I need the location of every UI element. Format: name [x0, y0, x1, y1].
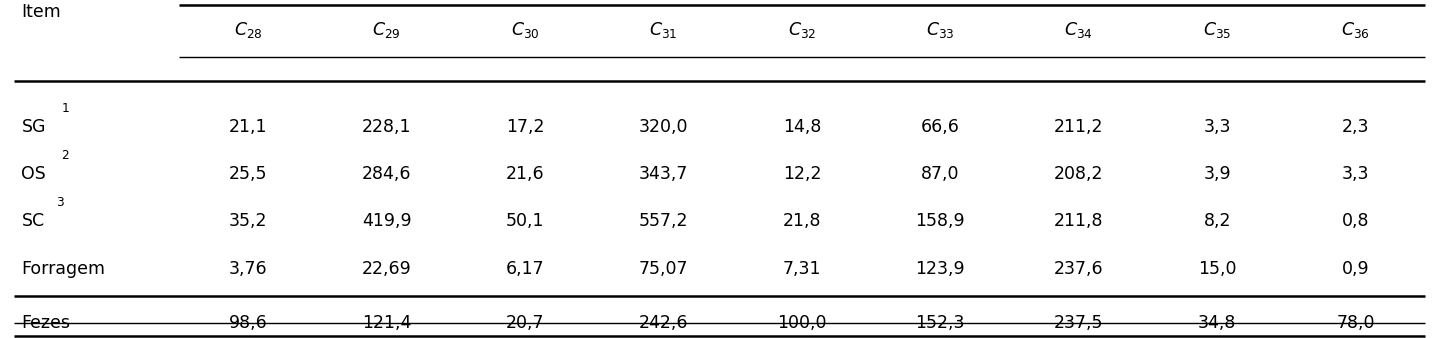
Text: 17,2: 17,2 [505, 118, 544, 136]
Text: 419,9: 419,9 [362, 212, 411, 231]
Text: 211,8: 211,8 [1054, 212, 1104, 231]
Text: $C_{34}$: $C_{34}$ [1064, 20, 1093, 41]
Text: SG: SG [21, 118, 46, 136]
Text: 557,2: 557,2 [639, 212, 689, 231]
Text: 0,8: 0,8 [1342, 212, 1369, 231]
Text: 21,1: 21,1 [229, 118, 268, 136]
Text: 123,9: 123,9 [915, 260, 965, 278]
Text: $C_{29}$: $C_{29}$ [372, 20, 401, 41]
Text: 50,1: 50,1 [505, 212, 544, 231]
Text: 3,3: 3,3 [1342, 165, 1369, 183]
Text: 21,6: 21,6 [505, 165, 544, 183]
Text: 121,4: 121,4 [362, 314, 411, 332]
Text: 20,7: 20,7 [505, 314, 544, 332]
Text: 2: 2 [62, 149, 69, 162]
Text: Fezes: Fezes [21, 314, 70, 332]
Text: 152,3: 152,3 [915, 314, 965, 332]
Text: 211,2: 211,2 [1054, 118, 1104, 136]
Text: Forragem: Forragem [21, 260, 106, 278]
Text: 237,5: 237,5 [1054, 314, 1104, 332]
Text: 284,6: 284,6 [362, 165, 411, 183]
Text: 6,17: 6,17 [505, 260, 544, 278]
Text: $C_{30}$: $C_{30}$ [511, 20, 540, 41]
Text: 98,6: 98,6 [229, 314, 268, 332]
Text: 21,8: 21,8 [783, 212, 821, 231]
Text: SC: SC [21, 212, 44, 231]
Text: 25,5: 25,5 [229, 165, 268, 183]
Text: $C_{36}$: $C_{36}$ [1342, 20, 1370, 41]
Text: 22,69: 22,69 [362, 260, 411, 278]
Text: OS: OS [21, 165, 46, 183]
Text: 14,8: 14,8 [783, 118, 821, 136]
Text: $C_{35}$: $C_{35}$ [1203, 20, 1232, 41]
Text: 158,9: 158,9 [915, 212, 965, 231]
Text: $C_{31}$: $C_{31}$ [649, 20, 677, 41]
Text: 12,2: 12,2 [783, 165, 821, 183]
Text: 3,3: 3,3 [1203, 118, 1232, 136]
Text: 3: 3 [56, 196, 63, 209]
Text: 343,7: 343,7 [639, 165, 689, 183]
Text: 66,6: 66,6 [921, 118, 959, 136]
Text: 34,8: 34,8 [1199, 314, 1236, 332]
Text: 3,76: 3,76 [229, 260, 268, 278]
Text: Item: Item [21, 3, 62, 21]
Text: 237,6: 237,6 [1054, 260, 1104, 278]
Text: 15,0: 15,0 [1199, 260, 1236, 278]
Text: 8,2: 8,2 [1203, 212, 1232, 231]
Text: $C_{33}$: $C_{33}$ [927, 20, 955, 41]
Text: 75,07: 75,07 [639, 260, 689, 278]
Text: 87,0: 87,0 [921, 165, 959, 183]
Text: 35,2: 35,2 [229, 212, 268, 231]
Text: 228,1: 228,1 [362, 118, 411, 136]
Text: 7,31: 7,31 [783, 260, 821, 278]
Text: 3,9: 3,9 [1203, 165, 1232, 183]
Text: $C_{32}$: $C_{32}$ [788, 20, 816, 41]
Text: $C_{28}$: $C_{28}$ [233, 20, 262, 41]
Text: 2,3: 2,3 [1342, 118, 1369, 136]
Text: 320,0: 320,0 [639, 118, 689, 136]
Text: 0,9: 0,9 [1342, 260, 1369, 278]
Text: 242,6: 242,6 [639, 314, 689, 332]
Text: 78,0: 78,0 [1336, 314, 1375, 332]
Text: 208,2: 208,2 [1054, 165, 1104, 183]
Text: 100,0: 100,0 [778, 314, 826, 332]
Text: 1: 1 [62, 102, 69, 115]
